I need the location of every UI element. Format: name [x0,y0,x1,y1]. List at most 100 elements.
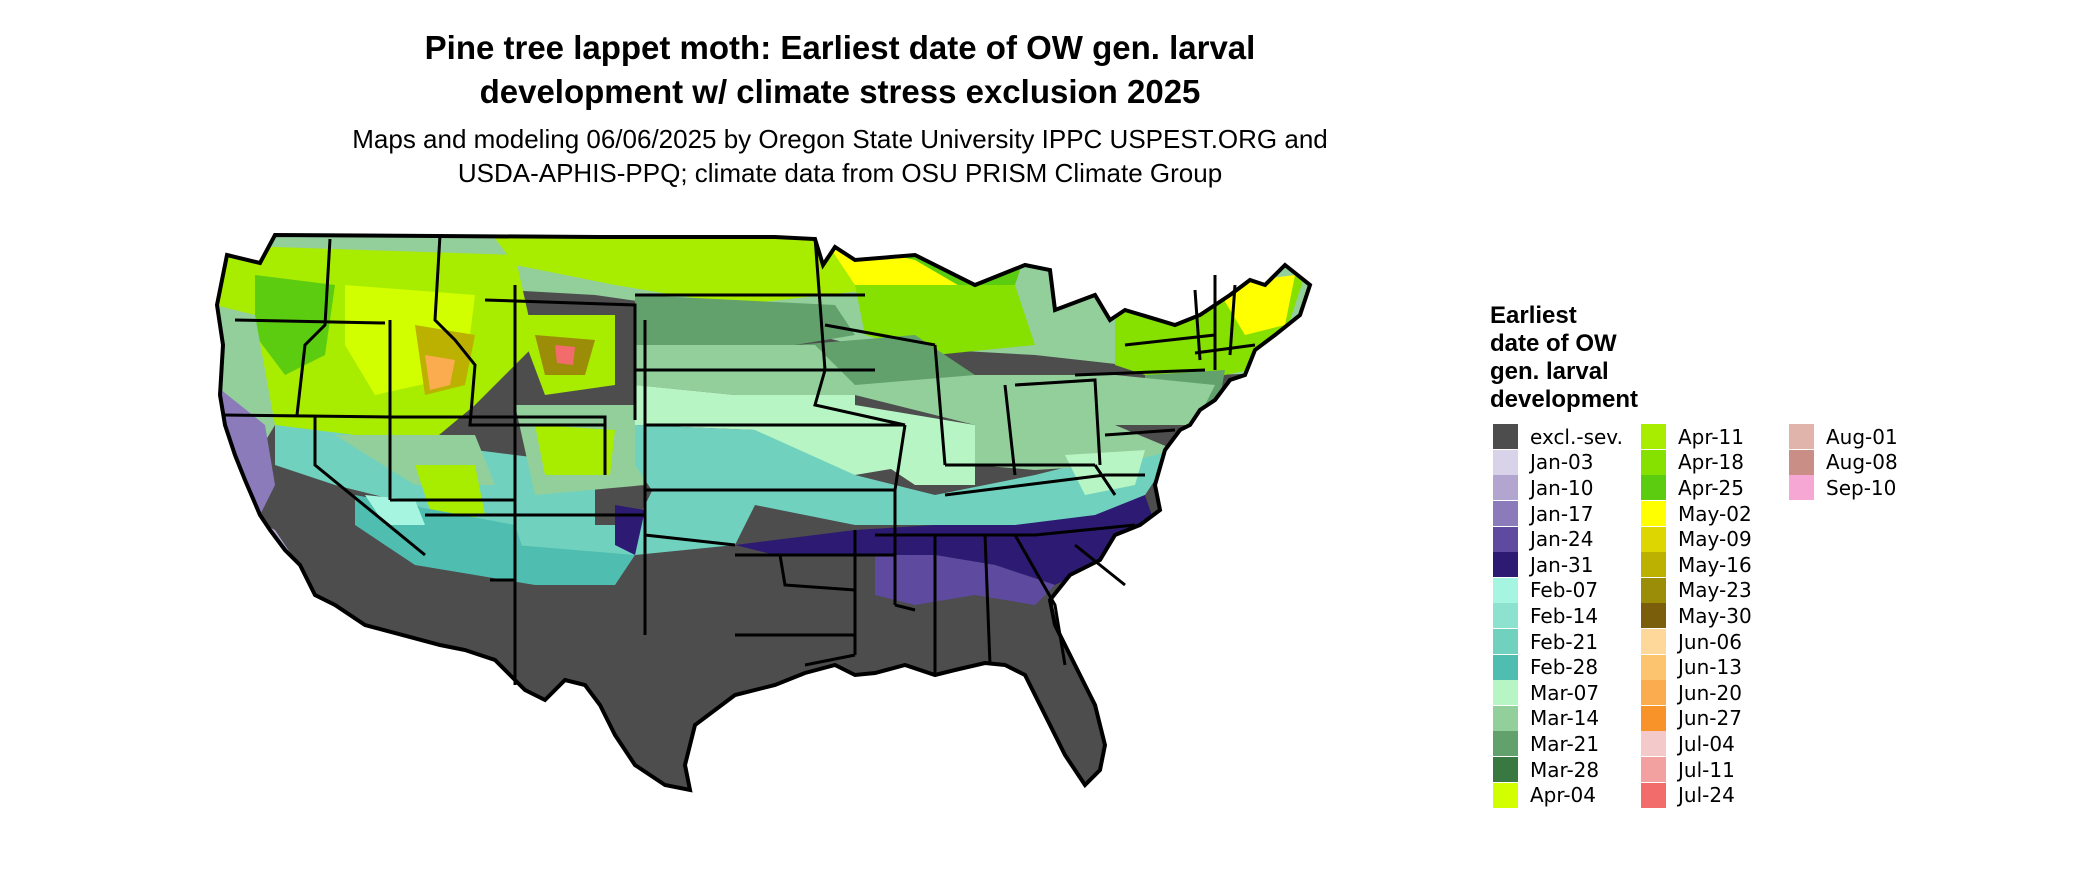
legend-item: Apr-04 [1493,782,1596,808]
legend-label: May-16 [1678,552,1752,577]
legend-swatch [1641,501,1666,527]
legend-item: Jun-20 [1641,680,1742,706]
legend-label: Feb-21 [1530,629,1599,654]
legend-item: Jul-24 [1641,782,1735,808]
legend-swatch [1641,782,1666,808]
legend: excl.-sev. Jan-03 Jan-10 Jan-17 Jan-24 Jan-31… [1493,424,1933,814]
legend-swatch [1641,629,1666,655]
legend-item: Mar-07 [1493,680,1599,706]
legend-label: Jan-17 [1530,501,1594,526]
legend-swatch [1493,705,1518,731]
legend-label: Apr-04 [1530,783,1596,808]
legend-swatch [1493,475,1518,501]
state-borders [222,234,1256,685]
legend-label: Aug-01 [1826,424,1898,449]
legend-item: Sep-10 [1789,475,1896,501]
legend-swatch [1789,449,1814,475]
legend-item: Jan-31 [1493,552,1594,578]
legend-swatch [1493,731,1518,757]
legend-swatch [1493,654,1518,680]
legend-item: Aug-01 [1789,424,1898,450]
legend-item: Aug-08 [1789,449,1898,476]
legend-label: Feb-28 [1530,655,1599,680]
legend-title-line: date of OW [1490,330,1617,357]
legend-label: Jun-27 [1678,706,1742,731]
legend-item: Apr-25 [1641,475,1744,501]
legend-swatch [1641,552,1666,578]
legend-swatch [1641,526,1666,552]
legend-swatch [1641,731,1666,757]
legend-label: Jan-31 [1530,552,1594,577]
legend-swatch [1493,552,1518,578]
legend-label: Jul-11 [1678,757,1735,782]
legend-swatch [1493,782,1518,808]
legend-swatch [1641,654,1666,680]
legend-swatch [1493,577,1518,603]
legend-label: Jun-20 [1678,680,1742,705]
legend-item: Mar-21 [1493,731,1599,757]
legend-item: Jan-17 [1493,501,1594,527]
legend-title-line: Earliest [1490,302,1577,329]
legend-label: Feb-07 [1530,578,1599,603]
subtitle-line-1: Maps and modeling 06/06/2025 by Oregon S… [352,124,1328,154]
title-line-1: Pine tree lappet moth: Earliest date of … [424,29,1256,66]
legend-swatch [1493,680,1518,706]
legend-item: Feb-28 [1493,654,1598,680]
legend-item: Jan-10 [1493,475,1594,501]
legend-swatch [1493,501,1518,527]
legend-item: May-09 [1641,526,1752,552]
subtitle-line-2: USDA-APHIS-PPQ; climate data from OSU PR… [457,158,1223,188]
legend-label: May-09 [1678,527,1752,552]
legend-label: Jan-03 [1530,450,1594,475]
legend-item: May-23 [1641,577,1752,604]
legend-swatch [1641,603,1666,629]
legend-label: May-23 [1678,578,1752,603]
legend-swatch [1641,475,1666,501]
legend-item: Jul-04 [1641,731,1735,757]
map-title: Pine tree lappet moth: Earliest date of … [230,26,1450,114]
legend-item: Apr-11 [1641,424,1744,450]
legend-swatch [1493,757,1518,783]
legend-item: Feb-21 [1493,629,1598,655]
legend-label: Mar-21 [1530,731,1600,756]
legend-label: Aug-08 [1826,450,1898,475]
legend-label: Feb-14 [1530,603,1599,628]
us-development-map [215,233,1312,792]
legend-label: Mar-14 [1530,706,1600,731]
legend-swatch [1789,475,1814,501]
legend-item: Jan-24 [1493,526,1594,552]
legend-label: excl.-sev. [1530,424,1623,449]
map-subtitle: Maps and modeling 06/06/2025 by Oregon S… [230,122,1450,190]
legend-title-line: gen. larval [1490,358,1609,385]
legend-label: Mar-07 [1530,680,1600,705]
legend-item: Mar-28 [1493,757,1599,783]
legend-swatch [1493,526,1518,552]
legend-label: Jul-04 [1678,731,1735,756]
legend-swatch [1641,705,1666,731]
legend-swatch [1641,424,1666,450]
legend-label: Jan-24 [1530,527,1594,552]
legend-item: Feb-14 [1493,603,1598,629]
legend-label: Jul-24 [1678,783,1735,808]
legend-item: Jun-06 [1641,629,1742,655]
legend-item: excl.-sev. [1493,424,1623,450]
legend-item: Jun-13 [1641,654,1742,680]
legend-label: Sep-10 [1826,475,1897,500]
legend-label: Jun-13 [1678,655,1742,680]
legend-label: Mar-28 [1530,757,1600,782]
legend-item: May-16 [1641,552,1752,578]
legend-swatch [1641,757,1666,783]
legend-swatch [1641,680,1666,706]
legend-label: May-30 [1678,603,1752,628]
legend-item: May-30 [1641,603,1752,629]
title-line-2: development w/ climate stress exclusion … [479,73,1201,110]
legend-item: Feb-07 [1493,577,1599,604]
legend-item: Jan-03 [1493,449,1594,476]
legend-label: Jun-06 [1678,629,1742,654]
legend-swatch [1641,577,1666,603]
legend-swatch [1789,424,1814,450]
legend-item: Apr-18 [1641,449,1744,476]
legend-label: Apr-11 [1678,424,1744,449]
legend-label: May-02 [1678,501,1752,526]
legend-title-line: development [1490,386,1639,413]
